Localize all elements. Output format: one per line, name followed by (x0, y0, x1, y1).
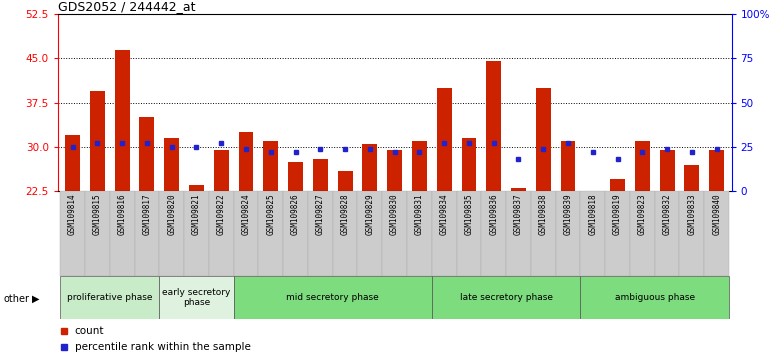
Bar (139, 118, 154, 191)
Bar (461, 138, 477, 191)
Text: GSM109830: GSM109830 (390, 194, 399, 235)
Bar (115, 50, 129, 191)
Bar (536, 88, 551, 191)
Bar (363, 144, 377, 191)
Text: GSM109838: GSM109838 (539, 194, 547, 235)
Bar (60, 276, 159, 319)
Bar (387, 150, 402, 191)
Text: GSM109832: GSM109832 (663, 194, 671, 235)
Bar (65, 135, 80, 191)
Text: GSM109819: GSM109819 (613, 194, 622, 235)
Bar (635, 141, 650, 191)
Bar (432, 191, 457, 276)
Bar (705, 191, 729, 276)
Bar (605, 191, 630, 276)
Bar (233, 191, 259, 276)
Bar (288, 162, 303, 191)
Bar (654, 191, 679, 276)
Text: ▶: ▶ (32, 294, 40, 304)
Text: early secretory
phase: early secretory phase (162, 288, 231, 307)
Bar (457, 191, 481, 276)
Bar (159, 276, 233, 319)
Text: GSM109816: GSM109816 (118, 194, 126, 235)
Text: GSM109814: GSM109814 (68, 194, 77, 235)
Bar (481, 191, 506, 276)
Bar (135, 191, 159, 276)
Bar (407, 191, 432, 276)
Bar (110, 191, 135, 276)
Text: GSM109834: GSM109834 (440, 194, 449, 235)
Text: GSM109825: GSM109825 (266, 194, 275, 235)
Text: GSM109826: GSM109826 (291, 194, 300, 235)
Text: GSM109829: GSM109829 (365, 194, 374, 235)
Bar (313, 159, 328, 191)
Bar (184, 191, 209, 276)
Text: GSM109822: GSM109822 (216, 194, 226, 235)
Bar (581, 276, 729, 319)
Text: GSM109824: GSM109824 (242, 194, 250, 235)
Text: percentile rank within the sample: percentile rank within the sample (75, 342, 250, 352)
Text: GSM109840: GSM109840 (712, 194, 721, 235)
Text: GSM109833: GSM109833 (688, 194, 696, 235)
Text: mid secretory phase: mid secretory phase (286, 293, 379, 302)
Bar (630, 191, 654, 276)
Text: GSM109820: GSM109820 (167, 194, 176, 235)
Bar (685, 165, 699, 191)
Bar (679, 191, 705, 276)
Bar (164, 138, 179, 191)
Bar (357, 191, 382, 276)
Text: GSM109815: GSM109815 (93, 194, 102, 235)
Bar (432, 276, 581, 319)
Bar (233, 276, 432, 319)
Bar (610, 179, 625, 191)
Text: GSM109823: GSM109823 (638, 194, 647, 235)
Bar (214, 150, 229, 191)
Bar (561, 141, 575, 191)
Bar (308, 191, 333, 276)
Bar (283, 191, 308, 276)
Bar (338, 171, 353, 191)
Bar (60, 191, 85, 276)
Bar (660, 150, 675, 191)
Bar (709, 150, 724, 191)
Text: GSM109827: GSM109827 (316, 194, 325, 235)
Text: GSM109821: GSM109821 (192, 194, 201, 235)
Text: GSM109831: GSM109831 (415, 194, 424, 235)
Text: count: count (75, 326, 104, 336)
Bar (506, 191, 531, 276)
Bar (511, 188, 526, 191)
Bar (189, 185, 204, 191)
Text: late secretory phase: late secretory phase (460, 293, 553, 302)
Bar (259, 191, 283, 276)
Text: proliferative phase: proliferative phase (67, 293, 152, 302)
Bar (531, 191, 556, 276)
Bar (437, 88, 451, 191)
Bar (263, 141, 278, 191)
Bar (90, 91, 105, 191)
Bar (239, 132, 253, 191)
Text: GSM109837: GSM109837 (514, 194, 523, 235)
Text: GSM109835: GSM109835 (464, 194, 474, 235)
Bar (159, 191, 184, 276)
Text: GSM109817: GSM109817 (142, 194, 152, 235)
Text: GSM109839: GSM109839 (564, 194, 573, 235)
Bar (382, 191, 407, 276)
Bar (487, 61, 501, 191)
Bar (85, 191, 110, 276)
Text: GDS2052 / 244442_at: GDS2052 / 244442_at (58, 0, 196, 13)
Text: GSM109828: GSM109828 (340, 194, 350, 235)
Text: other: other (4, 294, 30, 304)
Bar (581, 191, 605, 276)
Bar (209, 191, 233, 276)
Bar (556, 191, 581, 276)
Bar (333, 191, 357, 276)
Text: GSM109818: GSM109818 (588, 194, 598, 235)
Bar (412, 141, 427, 191)
Text: GSM109836: GSM109836 (489, 194, 498, 235)
Text: ambiguous phase: ambiguous phase (614, 293, 695, 302)
